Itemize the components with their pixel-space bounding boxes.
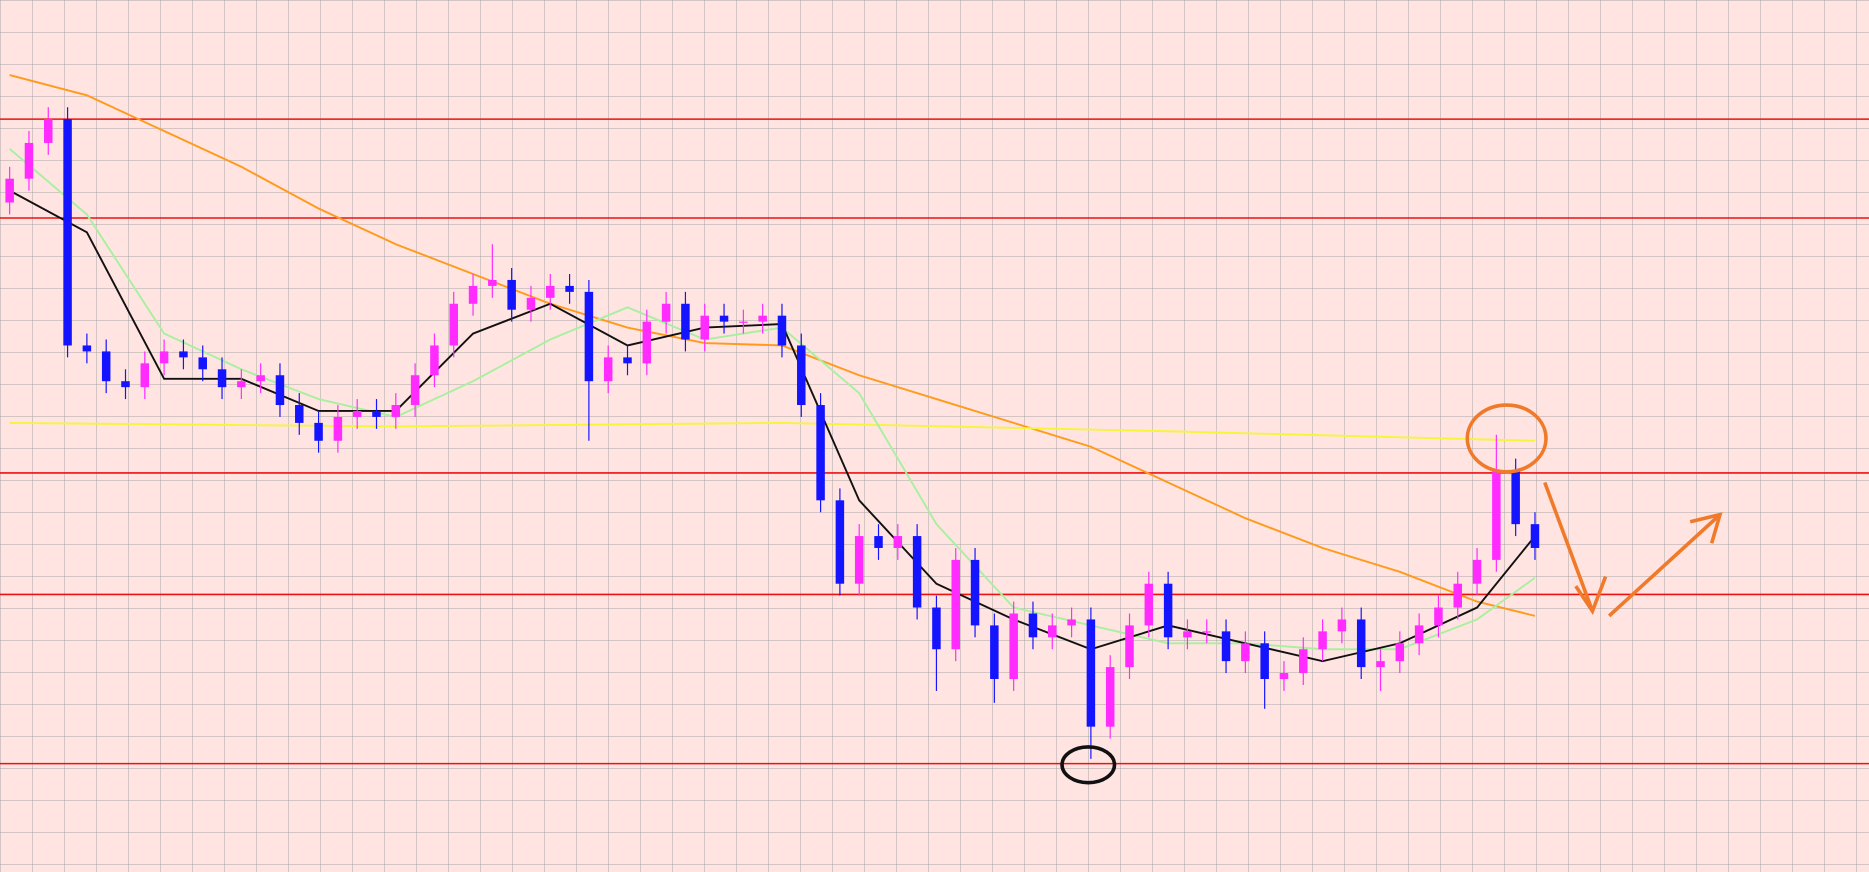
candle-body — [990, 625, 999, 680]
candle-body — [835, 500, 845, 584]
candle-body — [1279, 673, 1289, 680]
candle-body — [391, 405, 401, 417]
candle-body — [912, 536, 922, 608]
candle-body — [603, 357, 613, 382]
candle-body — [121, 381, 130, 388]
candle-body — [468, 285, 478, 304]
candle-body — [854, 536, 864, 584]
candle-body — [951, 559, 960, 650]
candle-body — [777, 315, 787, 346]
candle-body — [681, 303, 690, 340]
down-arrow — [1543, 481, 1608, 615]
up-arrow — [1607, 512, 1723, 618]
candle-body — [1125, 625, 1134, 668]
candle-body — [584, 291, 594, 382]
candle-body — [1163, 583, 1173, 638]
candle-body — [333, 416, 343, 441]
candle-body — [719, 315, 729, 322]
candle-body — [5, 178, 14, 203]
candle-body — [932, 607, 941, 650]
candle-body — [970, 559, 980, 626]
candle-body — [1183, 631, 1192, 638]
candle-body — [1472, 559, 1482, 584]
candle-body — [546, 285, 555, 298]
ma-line — [9, 74, 1536, 617]
candle-body — [1067, 619, 1076, 626]
candle-body — [1453, 583, 1462, 608]
candle-body — [352, 410, 362, 417]
candle-body — [1356, 619, 1366, 668]
candle-body — [797, 345, 806, 406]
candle-body — [256, 375, 265, 382]
candle-body — [1318, 631, 1327, 650]
candle-body — [198, 357, 207, 370]
candle-body — [1202, 631, 1211, 633]
candle-body — [275, 375, 285, 406]
candle-body — [237, 381, 246, 388]
candle-body — [1434, 607, 1443, 626]
candle-body — [1028, 613, 1038, 638]
candle-body — [449, 303, 458, 346]
candle-body — [1241, 643, 1250, 662]
candle-body — [63, 119, 72, 346]
candle-body — [1105, 667, 1115, 727]
candle-body — [217, 369, 227, 388]
candle-body — [1337, 619, 1347, 632]
candle-body — [1395, 643, 1405, 662]
candle-body — [1048, 625, 1057, 638]
low-circle — [1060, 745, 1117, 785]
candle-body — [159, 351, 169, 364]
candle-body — [1376, 661, 1385, 668]
candle-body — [372, 410, 381, 417]
candle-body — [82, 345, 92, 352]
candle-body — [874, 536, 883, 548]
candle-body — [816, 405, 825, 501]
candle-body — [507, 279, 516, 310]
candle-body — [430, 345, 439, 376]
candle-body — [661, 303, 671, 322]
candle-body — [893, 536, 903, 548]
candle-body — [1299, 649, 1308, 674]
highlight-circle — [1465, 403, 1548, 474]
candle-body — [44, 119, 53, 143]
candle-body — [565, 285, 574, 292]
candle-body — [314, 422, 323, 441]
candle-body — [1086, 619, 1096, 727]
candle-body — [1144, 583, 1154, 626]
candle-body — [179, 351, 188, 358]
candle-body — [642, 321, 652, 364]
candle-body — [1260, 643, 1269, 680]
candle-body — [24, 142, 34, 179]
candle-body — [623, 357, 632, 364]
candle-body — [410, 375, 420, 406]
candle-body — [739, 321, 748, 323]
candle-body — [140, 363, 150, 388]
candle-body — [295, 405, 304, 423]
candle-body — [1530, 524, 1540, 548]
candle-body — [700, 315, 709, 340]
candle-body — [758, 315, 767, 322]
candle-body — [1511, 470, 1520, 525]
annotations — [1060, 403, 1723, 785]
candle-body — [1492, 470, 1501, 560]
candle-body — [488, 279, 497, 286]
candle-body — [1221, 631, 1231, 662]
candle-body — [101, 351, 111, 382]
candle-body — [526, 297, 536, 310]
candle-body — [1414, 625, 1424, 644]
ma-line — [9, 148, 1536, 651]
candle-body — [1009, 613, 1018, 680]
ma-line — [9, 421, 1536, 442]
